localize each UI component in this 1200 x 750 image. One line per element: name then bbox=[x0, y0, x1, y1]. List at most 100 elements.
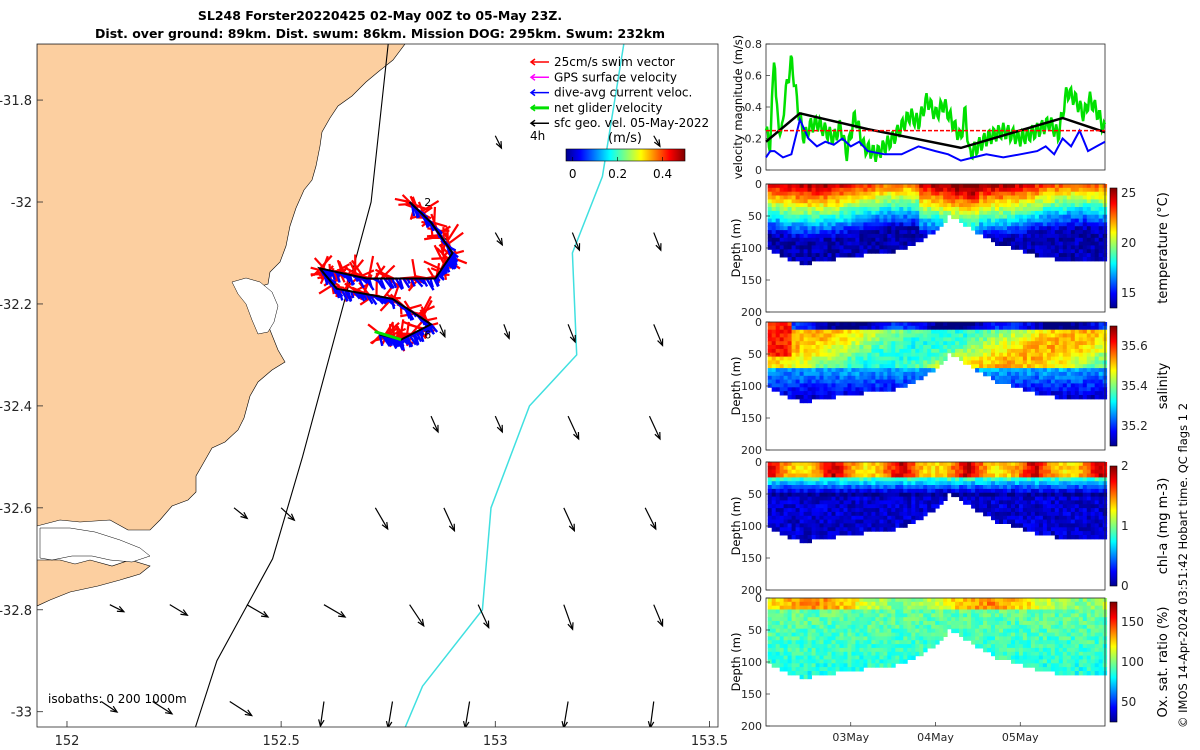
section-ytick-label: 200 bbox=[741, 306, 762, 319]
current-vector-arrow bbox=[653, 604, 664, 628]
dive-avg-current-vector bbox=[425, 277, 435, 291]
land-mass-south bbox=[37, 559, 151, 607]
map-colorbar-tick-label: 0.4 bbox=[653, 167, 672, 181]
dive-avg-current-vector bbox=[379, 278, 387, 290]
glider-track: 26 bbox=[310, 194, 468, 352]
dive-avg-current-vector bbox=[417, 330, 424, 338]
dive-avg-current-vector bbox=[410, 277, 416, 287]
section-colorbar-tick-label: 35.6 bbox=[1121, 339, 1148, 353]
current-vector-arrow bbox=[109, 604, 126, 613]
isobath-1000m bbox=[404, 44, 625, 727]
current-vector-arrow bbox=[494, 232, 504, 247]
section-ytick-label: 100 bbox=[741, 380, 762, 393]
current-vector-arrow bbox=[503, 324, 511, 340]
section-colorbar-tick-label: 150 bbox=[1121, 615, 1144, 629]
dive-avg-current-vector bbox=[368, 294, 378, 306]
swim-vector bbox=[409, 319, 425, 336]
map-xtick-label: 153 bbox=[483, 734, 508, 749]
dive-avg-current-vector bbox=[390, 277, 398, 289]
track-day-label: 2 bbox=[424, 196, 431, 209]
isobath-lines bbox=[194, 44, 625, 727]
dive-avg-current-vector bbox=[394, 277, 404, 291]
section-data-cells bbox=[767, 598, 1108, 680]
dive-avg-current-vector bbox=[442, 265, 449, 273]
section-colorbar-label: Ox. sat. ratio (%) bbox=[1156, 607, 1171, 718]
section-colorbar-tick-label: 35.4 bbox=[1121, 379, 1148, 393]
dive-avg-current-ribbon bbox=[319, 201, 459, 351]
dive-avg-current-vector bbox=[364, 277, 375, 291]
dive-avg-current-vector bbox=[414, 277, 424, 288]
dive-avg-current-vector bbox=[356, 275, 365, 289]
legend-time-step: 4h bbox=[530, 129, 545, 143]
section-colorbar bbox=[1109, 465, 1118, 587]
map-xtick-label: 152 bbox=[55, 734, 80, 749]
swim-vector bbox=[384, 322, 400, 337]
current-vector-arrow bbox=[563, 604, 574, 631]
swim-vector bbox=[419, 199, 440, 214]
section-colorbar-label: temperature (°C) bbox=[1156, 192, 1171, 304]
legend-entry: sfc geo. vel. 05-May-2022 bbox=[554, 116, 709, 130]
section-ytick-label: 200 bbox=[741, 720, 762, 733]
dive-avg-current-vector bbox=[444, 262, 455, 270]
current-vector-arrow bbox=[439, 324, 446, 339]
velocity-series-net-black bbox=[765, 111, 1106, 150]
dive-avg-current-vector bbox=[449, 255, 457, 264]
dive-avg-current-vector bbox=[410, 333, 420, 341]
dive-avg-current-vector bbox=[415, 331, 423, 343]
current-vector-arrow bbox=[385, 701, 394, 727]
section-colorbar-tick-label: 20 bbox=[1121, 236, 1136, 250]
section-panel-3: 0 50 100 150 200 Depth (m) 0 1 2 chl-a (mg m-3) bbox=[729, 456, 1171, 597]
section-data-cells bbox=[767, 184, 1108, 266]
map-colorbar-label: (m/s) bbox=[608, 131, 642, 146]
glider-path bbox=[317, 201, 454, 341]
section-ytick-label: 150 bbox=[741, 688, 762, 701]
section-panel-4: 0 50 100 150 200 Depth (m) 50 100 150 Ox. sat. ra… bbox=[729, 592, 1171, 744]
dive-avg-current-vector bbox=[390, 298, 396, 310]
dive-avg-current-vector bbox=[429, 278, 434, 288]
dive-avg-current-vector bbox=[448, 256, 458, 269]
map-xtick-label: 152.5 bbox=[263, 734, 300, 749]
dive-avg-current-vector bbox=[402, 277, 411, 289]
map-ytick-label: -33 bbox=[11, 706, 32, 721]
section-colorbar-tick-label: 15 bbox=[1121, 286, 1136, 300]
current-vector-arrow bbox=[229, 701, 254, 717]
section-colorbar-tick-label: 50 bbox=[1121, 695, 1136, 709]
dive-avg-current-vector bbox=[356, 291, 366, 302]
dive-avg-current-vector bbox=[441, 266, 448, 275]
section-panel-1: 0 50 100 150 200 Depth (m) 15 20 25 temperature (… bbox=[729, 178, 1171, 319]
current-vector-arrow bbox=[653, 324, 664, 347]
section-ylabel: Depth (m) bbox=[729, 633, 743, 692]
section-colorbar bbox=[1109, 325, 1118, 447]
current-vector-arrow bbox=[571, 232, 581, 252]
dive-avg-current-vector bbox=[425, 326, 431, 334]
section-colorbar-tick-label: 100 bbox=[1121, 655, 1144, 669]
swim-vector bbox=[402, 320, 423, 331]
section-ytick-label: 200 bbox=[741, 444, 762, 457]
dive-avg-current-vector bbox=[383, 277, 393, 289]
current-vector-arrow bbox=[567, 415, 580, 441]
current-vector-arrow bbox=[374, 507, 389, 531]
current-vector-arrow bbox=[233, 507, 249, 520]
section-colorbar-tick-label: 1 bbox=[1121, 519, 1129, 533]
dive-avg-current-vector bbox=[420, 328, 425, 336]
current-vector-arrow bbox=[653, 135, 661, 148]
section-colorbar-tick-label: 2 bbox=[1121, 459, 1129, 473]
section-ytick-label: 100 bbox=[741, 242, 762, 255]
swim-vector bbox=[433, 244, 446, 266]
map-frame bbox=[36, 43, 719, 728]
current-vector-arrow bbox=[494, 135, 503, 150]
legend-arrowhead bbox=[529, 73, 536, 81]
section-colorbar bbox=[1109, 601, 1118, 723]
swim-vector bbox=[367, 255, 375, 279]
current-vector-arrow bbox=[318, 701, 325, 727]
current-vector-arrow bbox=[647, 701, 655, 727]
section-panel-2: 0 50 100 150 200 Depth (m) 35.2 35.4 35.6 salinit… bbox=[729, 316, 1171, 457]
section-colorbar-tick-label: 35.2 bbox=[1121, 419, 1148, 433]
section-colorbar-tick-label: 0 bbox=[1121, 579, 1129, 593]
current-vector-arrow bbox=[648, 415, 661, 441]
section-ytick-label: 150 bbox=[741, 412, 762, 425]
velocity-ytick-label: 0 bbox=[755, 164, 762, 177]
